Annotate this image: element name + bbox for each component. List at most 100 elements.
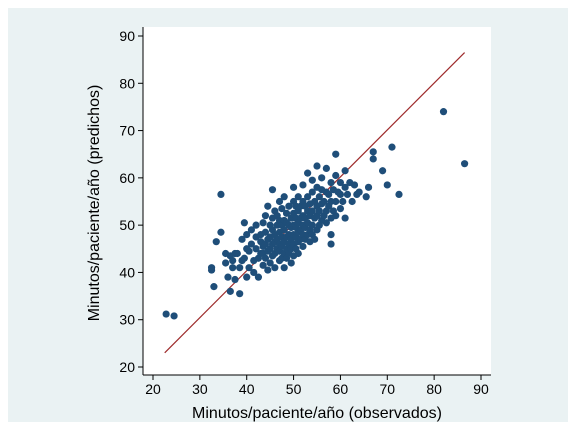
data-point (254, 273, 263, 281)
data-point (240, 254, 248, 262)
data-point (336, 178, 345, 187)
y-tick-label: 60 (119, 170, 135, 186)
data-point (252, 221, 260, 229)
y-tick-label: 40 (119, 264, 135, 280)
axes-layer: 20 30 40 50 60 70 80 90 20 30 40 50 60 70 80 90 (119, 27, 491, 397)
y-tick-label: 30 (119, 312, 135, 328)
data-point (264, 266, 272, 274)
x-tick-label: 90 (473, 381, 489, 397)
data-point (315, 207, 323, 215)
data-point (217, 190, 225, 199)
data-point (322, 164, 330, 172)
data-point (247, 240, 255, 248)
data-point (461, 160, 469, 168)
data-point (271, 264, 279, 272)
data-point (308, 176, 316, 184)
data-point (259, 219, 267, 227)
data-point (318, 174, 326, 182)
data-point (287, 259, 295, 267)
data-point (439, 108, 448, 116)
data-point (280, 193, 288, 201)
x-tick-label: 40 (239, 381, 255, 397)
data-point (341, 167, 349, 175)
data-point (280, 264, 288, 272)
data-point (162, 310, 170, 318)
data-point (332, 212, 340, 220)
y-tick-label: 70 (119, 123, 135, 139)
data-point (332, 150, 340, 158)
data-point (245, 247, 253, 255)
data-point (231, 275, 239, 284)
data-point (315, 193, 323, 201)
data-point (341, 214, 349, 222)
data-point (280, 226, 288, 234)
data-point (261, 254, 270, 262)
data-point (243, 273, 251, 281)
data-point (282, 209, 291, 217)
data-point (348, 197, 356, 206)
x-tick-label: 60 (333, 381, 349, 397)
data-point (170, 312, 178, 320)
data-point (304, 169, 312, 177)
data-point (240, 219, 248, 227)
data-point (212, 238, 220, 246)
x-axis-label: Minutos/paciente/año (observados) (192, 405, 442, 422)
y-tick-label: 90 (119, 28, 135, 44)
data-point (236, 290, 244, 298)
data-point (210, 283, 218, 291)
data-point (247, 226, 255, 234)
data-point (395, 190, 403, 199)
x-tick-label: 50 (286, 381, 302, 397)
data-point (268, 186, 277, 194)
x-tick-label: 20 (145, 381, 161, 397)
data-point (229, 257, 237, 265)
data-point (336, 190, 345, 199)
data-point (336, 204, 345, 213)
data-point (266, 259, 274, 267)
data-point (245, 264, 253, 272)
data-point (369, 155, 377, 163)
y-tick-label: 20 (119, 359, 135, 375)
data-point (325, 190, 333, 199)
data-point (264, 202, 272, 210)
data-point (236, 264, 244, 272)
data-point (243, 231, 251, 239)
data-point (327, 240, 335, 248)
data-point (278, 204, 286, 213)
data-point (217, 228, 225, 236)
data-point (299, 242, 307, 251)
data-point (369, 148, 377, 156)
data-point (343, 190, 352, 199)
data-point (275, 197, 284, 206)
data-point (308, 221, 316, 229)
data-point (332, 197, 340, 206)
data-point (327, 231, 335, 239)
data-point (322, 219, 330, 227)
x-tick-label: 80 (426, 381, 442, 397)
y-tick-label: 80 (119, 75, 135, 91)
y-tick-label: 50 (119, 217, 135, 233)
data-point (289, 183, 298, 191)
data-point (294, 193, 302, 201)
data-point (311, 235, 319, 243)
data-point (250, 268, 258, 277)
data-point (364, 183, 373, 191)
data-point (313, 162, 321, 170)
x-tick-label: 30 (192, 381, 208, 397)
data-point (339, 197, 347, 206)
data-point (252, 245, 260, 253)
y-axis-label: Minutos/paciente/año (predichos) (86, 85, 103, 322)
data-point (327, 178, 335, 187)
data-point (350, 181, 359, 189)
data-point (388, 143, 396, 151)
data-point (341, 183, 349, 191)
data-point (261, 228, 270, 236)
data-point (207, 264, 216, 272)
data-point (261, 212, 270, 220)
data-point (233, 249, 241, 258)
data-point (224, 273, 232, 281)
data-point (229, 264, 237, 272)
data-point (355, 188, 363, 196)
data-point (308, 207, 316, 215)
